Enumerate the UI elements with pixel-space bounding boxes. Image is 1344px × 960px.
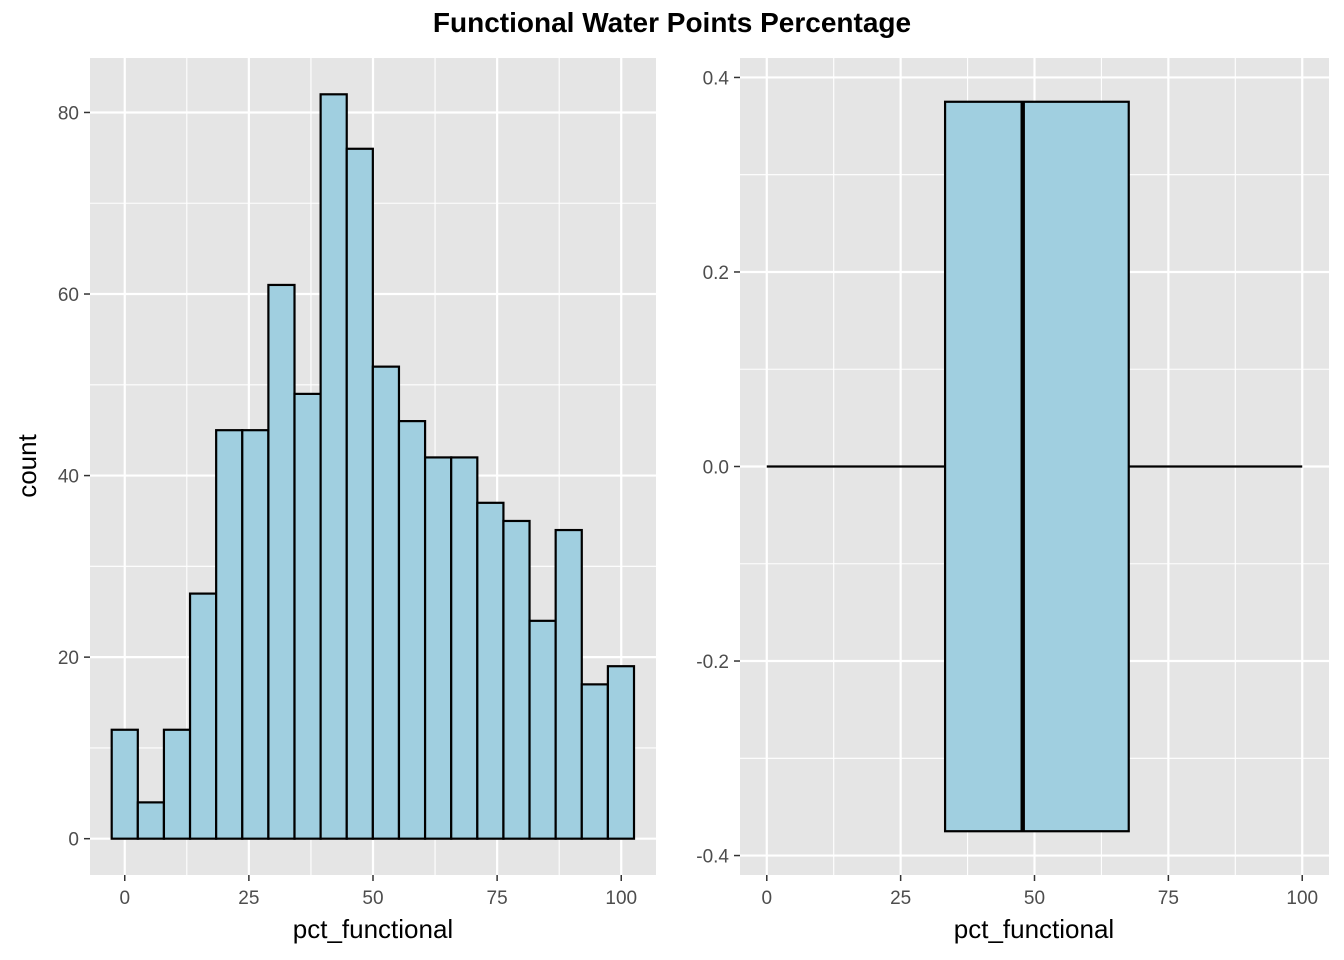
histogram-bar: [606, 665, 636, 840]
boxplot-x-tick-label: 25: [890, 888, 911, 909]
boxplot-y-tick-label: 0.2: [703, 263, 729, 284]
histogram-bar: [528, 619, 557, 840]
histogram-bar: [188, 592, 218, 840]
histogram-bars: [110, 93, 636, 840]
histogram-x-axis-title: pct_functional: [293, 914, 453, 944]
boxplot-y-tick-label: 0.4: [703, 68, 730, 89]
histogram-bar: [423, 456, 453, 840]
histogram-y-tick-label: 40: [58, 467, 79, 488]
histogram-bar: [450, 456, 479, 840]
histogram-x-tick-label: 50: [362, 888, 383, 909]
histogram-x-tick-label: 25: [238, 888, 259, 909]
boxplot-x-tick-label: 100: [1286, 888, 1318, 909]
boxplot-y-tick-label: 0.0: [703, 458, 729, 479]
histogram-bar: [397, 420, 427, 840]
histogram-x-tick-label: 0: [119, 888, 130, 909]
boxplot-x-tick-label: 0: [761, 888, 772, 909]
histogram-bar: [502, 519, 531, 840]
histogram-panel: 0 25 50 75 100 0 20 40 60 80 pct_functional coun…: [12, 58, 656, 944]
histogram-bar: [162, 728, 192, 840]
histogram-bar: [580, 683, 609, 840]
histogram-bar: [319, 93, 348, 840]
boxplot-panel: 0 25 50 75 100 0.4 0.2 0.0 -0.2 -0.4 pct_functio…: [696, 58, 1329, 944]
histogram-y-tick-label: 60: [58, 285, 79, 306]
histogram-y-tick-label: 80: [58, 103, 79, 124]
histogram-y-tick-label: 20: [58, 648, 79, 669]
boxplot-x-tick-label: 50: [1024, 888, 1045, 909]
boxplot-x-tick-label: 75: [1158, 888, 1179, 909]
histogram-bar: [241, 429, 270, 840]
boxplot-box: [943, 100, 1130, 833]
histogram-x-tick-label: 75: [487, 888, 508, 909]
histogram-bar: [476, 501, 505, 840]
chart-title: Functional Water Points Percentage: [433, 7, 911, 38]
histogram-bar: [267, 283, 296, 840]
boxplot-y-tick-label: -0.2: [696, 652, 729, 673]
histogram-bar: [293, 392, 322, 840]
histogram-bar: [136, 801, 166, 840]
histogram-bar: [345, 147, 374, 840]
histogram-y-axis-title: count: [12, 433, 42, 497]
boxplot-x-axis-title: pct_functional: [954, 914, 1114, 944]
histogram-x-tick-label: 100: [605, 888, 637, 909]
boxplot-x-ticks: 0 25 50 75 100: [761, 875, 1318, 909]
histogram-y-ticks: 0 20 40 60 80: [58, 103, 90, 851]
boxplot-y-ticks: 0.4 0.2 0.0 -0.2 -0.4: [696, 68, 740, 868]
boxplot-y-tick-label: -0.4: [696, 847, 729, 868]
histogram-bar: [371, 365, 401, 840]
histogram-bar: [215, 429, 244, 840]
histogram-bar: [554, 528, 583, 840]
histogram-bar: [110, 728, 139, 840]
boxplot-marks: [766, 100, 1303, 833]
histogram-y-tick-label: 0: [68, 830, 79, 851]
histogram-x-ticks: 0 25 50 75 100: [119, 875, 637, 909]
